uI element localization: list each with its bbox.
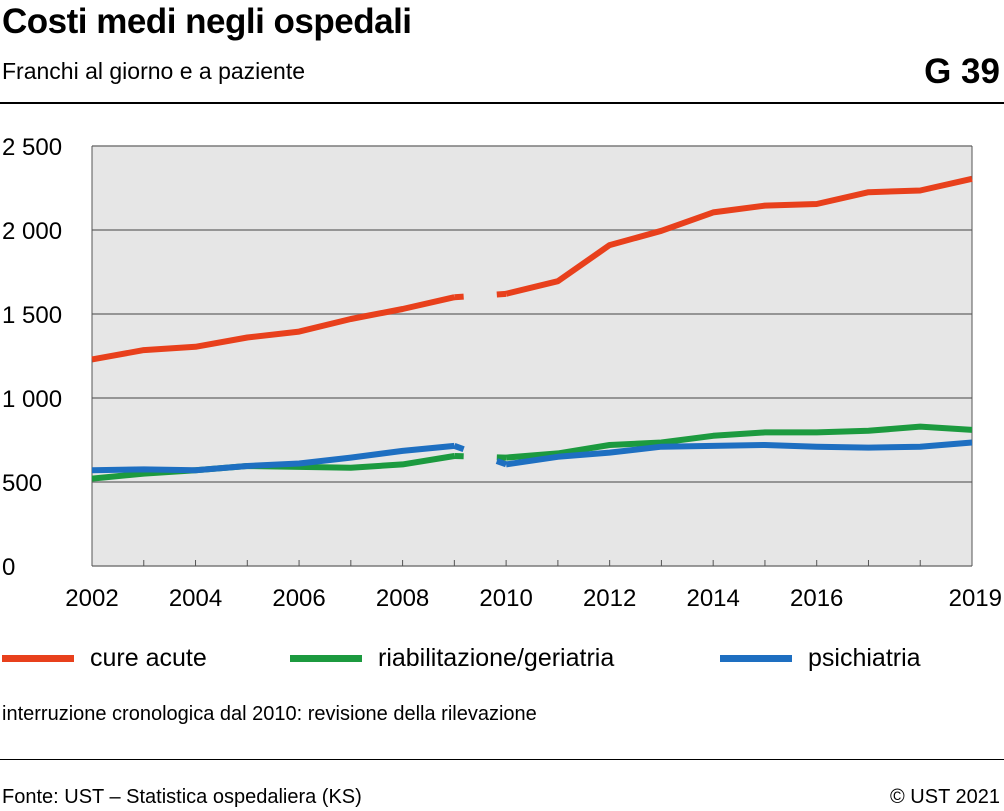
x-tick-label: 2002 <box>65 585 118 612</box>
gridlines <box>92 145 972 567</box>
x-tick-label: 2019 <box>949 585 1002 612</box>
y-tick-label: 1 500 <box>2 302 62 329</box>
legend-swatch <box>2 654 74 662</box>
footer-divider <box>0 759 1004 760</box>
legend-label: riabilitazione/geriatria <box>378 643 615 672</box>
footnote: interruzione cronologica dal 2010: revis… <box>2 703 537 725</box>
source-text: Fonte: UST – Statistica ospedaliera (KS) <box>2 786 362 808</box>
legend-item-cure-acute: cure acute <box>2 640 207 676</box>
copyright-text: © UST 2021 <box>890 786 1000 808</box>
y-tick-label: 500 <box>2 470 42 497</box>
plot-area <box>92 146 972 566</box>
series-break-stub <box>495 458 508 468</box>
series-line <box>505 175 973 297</box>
x-tick-label: 2006 <box>272 585 325 612</box>
legend: cure acute riabilitazione/geriatria psic… <box>0 640 1004 676</box>
series-break-stub <box>453 443 465 453</box>
legend-item-psichiatria: psichiatria <box>720 640 921 676</box>
legend-label: cure acute <box>90 643 207 672</box>
series-line <box>91 442 455 474</box>
x-tick-label: 2012 <box>583 585 636 612</box>
graphic-number: G 39 <box>924 52 1000 91</box>
x-tick-label: 2014 <box>686 585 739 612</box>
x-tick-label: 2016 <box>790 585 843 612</box>
legend-swatch <box>290 654 362 662</box>
series-line <box>505 439 973 468</box>
y-tick-label: 1 000 <box>2 386 62 413</box>
header-divider <box>0 102 1004 104</box>
y-tick-label: 2 500 <box>2 134 62 161</box>
y-tick-label: 2 000 <box>2 218 62 245</box>
x-tick-label: 2004 <box>169 585 222 612</box>
page-title: Costi medi negli ospedali <box>2 2 412 41</box>
x-axis: 2002 2004 2006 2008 2010 2012 2014 2016 2019 <box>65 146 1002 612</box>
series-lines <box>91 175 973 482</box>
series-break-stub <box>496 290 507 298</box>
y-tick-label: 0 <box>2 554 15 581</box>
legend-label: psichiatria <box>808 643 921 672</box>
series-break-stub <box>454 293 464 301</box>
x-tick-label: 2008 <box>376 585 429 612</box>
series-line <box>91 294 456 363</box>
chart-subtitle: Franchi al giorno e a paziente <box>2 58 306 84</box>
x-tick-label: 2010 <box>479 585 532 612</box>
series-line <box>505 423 973 461</box>
legend-swatch <box>720 654 792 662</box>
legend-item-riabilitazione-geriatria: riabilitazione/geriatria <box>290 640 614 676</box>
y-axis: 0 500 1 000 1 500 2 000 2 500 <box>2 134 62 581</box>
